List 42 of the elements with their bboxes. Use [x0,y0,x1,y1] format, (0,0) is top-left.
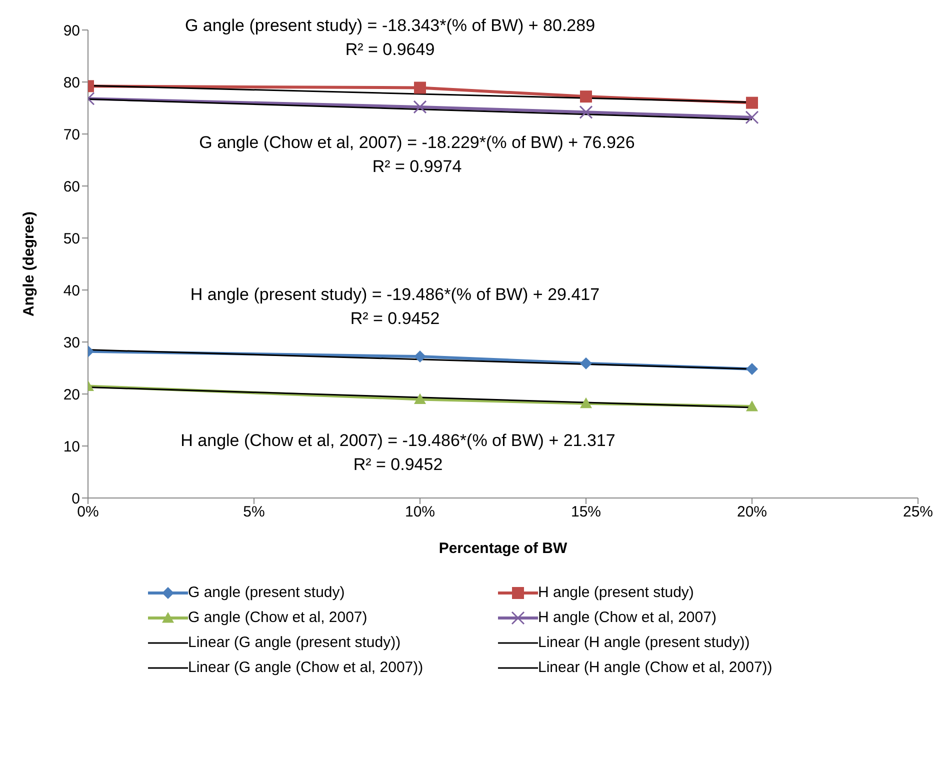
x-tick-label: 20% [736,504,768,521]
point [413,100,427,114]
annotation: H angle (Chow et al, 2007) = -19.486*(% of BW) + 21.317 R² = 0.9452 [180,430,616,476]
y-tick-label: 70 [63,126,80,144]
y-tick-label: 20 [63,386,80,404]
annotation: H angle (present study) = -19.486*(% of BW) + 29.417 R² = 0.9452 [189,284,601,330]
point [414,393,426,404]
x-tick-label: 0% [77,504,99,521]
point [745,110,759,124]
point [580,90,592,103]
x-axis-title: Percentage of BW [438,540,568,557]
annotation: G angle (Chow et al, 2007) = -18.229*(% of BW) + 76.926 R² = 0.9974 [198,132,636,178]
legend-label: Linear (G angle (present study)) [188,634,401,651]
point [580,357,592,370]
legend-label: H angle (Chow et al, 2007) [538,609,716,626]
y-tick-label: 10 [63,438,80,456]
x-tick-label: 15% [570,504,602,521]
x-tick-label: 10% [404,504,436,521]
y-tick-label: 60 [63,178,80,196]
y-tick-label: 30 [63,334,80,352]
legend-label: H angle (present study) [538,584,694,601]
y-axis-title: Angle (degree) [20,211,38,317]
point [746,96,758,109]
legend-label: Linear (H angle (present study)) [538,634,750,651]
point [580,397,592,408]
legend-label: G angle (present study) [188,584,345,601]
y-tick-label: 50 [63,230,80,248]
legend-label: Linear (H angle (Chow et al, 2007)) [538,659,772,676]
point [746,400,758,412]
point [746,363,758,376]
point [414,350,426,363]
annotation: G angle (present study) = -18.343*(% of BW) + 80.289 R² = 0.9649 [184,15,596,61]
x-tick-label: 5% [243,504,265,521]
y-tick-label: 0 [72,490,80,508]
legend-label: G angle (Chow et al, 2007) [188,609,368,626]
point [414,82,426,94]
y-tick-label: 90 [63,22,80,40]
legend-label: Linear (G angle (Chow et al, 2007)) [188,659,424,676]
y-tick-label: 40 [63,282,80,300]
x-tick-label: 25% [902,504,934,521]
y-tick-label: 80 [63,74,80,92]
point [579,105,593,119]
